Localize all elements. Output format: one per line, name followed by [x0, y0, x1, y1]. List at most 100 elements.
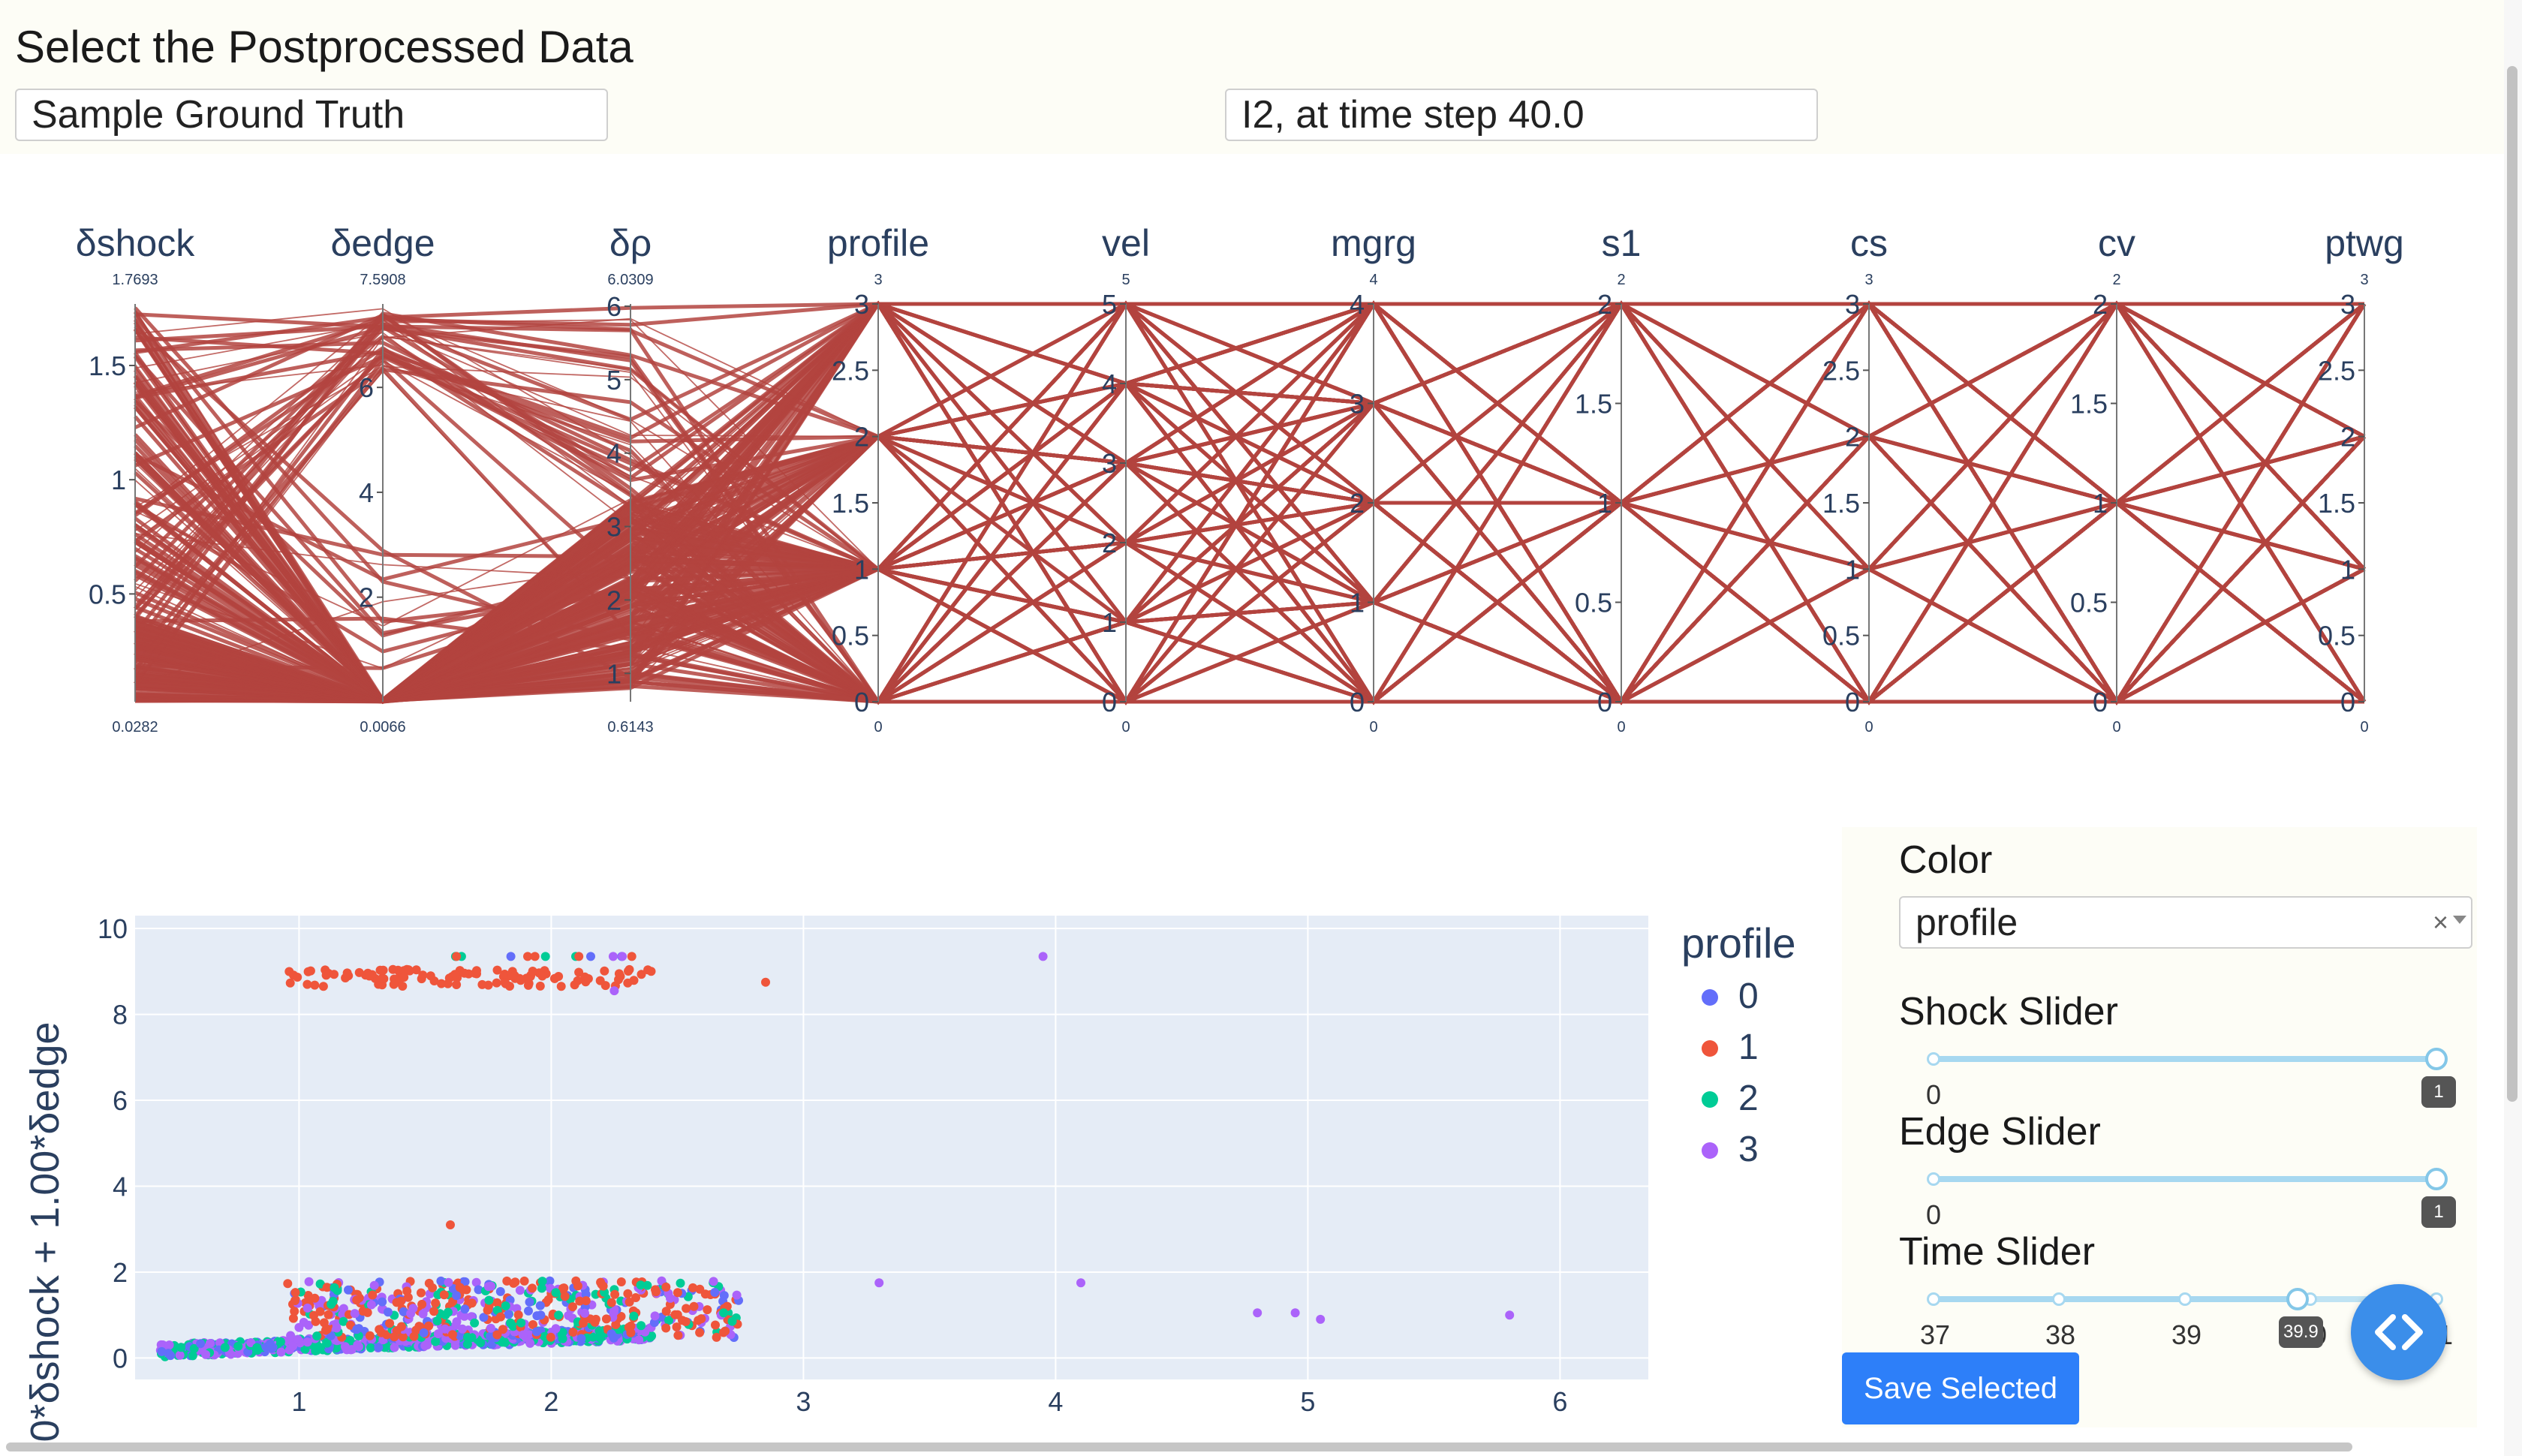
scatter-point	[504, 1310, 513, 1319]
axis-tick-label: 4	[359, 477, 374, 508]
axis-title: ptwg	[2325, 222, 2404, 264]
y-axis-label: 1.00*δshock + 1.00*δedge	[23, 1021, 68, 1441]
scatter-point	[711, 1320, 720, 1330]
scatter-point	[365, 971, 375, 981]
edge-slider-handle[interactable]	[2425, 1168, 2448, 1190]
scatter-point	[433, 1329, 443, 1339]
time-slider-handle[interactable]	[2286, 1288, 2309, 1310]
scatter-point	[450, 970, 460, 979]
scatter-point	[676, 1278, 685, 1288]
timestep-select[interactable]: I2, at time step 40.0	[1225, 89, 1818, 141]
vertical-scrollbar-thumb[interactable]	[2507, 66, 2517, 1102]
scatter-point	[585, 1314, 595, 1324]
edge-slider-min: 0	[1926, 1199, 1942, 1230]
clear-icon[interactable]: ×	[2432, 907, 2448, 937]
axis-tick-label: 1	[2340, 554, 2355, 585]
scatter-point	[594, 1326, 604, 1336]
scatter-point	[710, 1288, 720, 1297]
scatter-point	[322, 1337, 332, 1347]
parcoords-line	[134, 302, 2365, 703]
scatter-point	[530, 952, 540, 961]
axis-8: cv 2 00 0.5 1 1.5 2	[2070, 222, 2135, 736]
horizontal-scrollbar-thumb[interactable]	[6, 1442, 2352, 1451]
scatter-point	[441, 1310, 450, 1320]
scatter-point	[443, 979, 453, 988]
save-selected-button[interactable]: Save Selected	[1842, 1352, 2079, 1424]
scatter-points	[155, 952, 1515, 1361]
scatter-point	[623, 1289, 633, 1298]
scatter-point	[311, 1346, 321, 1355]
code-arrows-icon	[2375, 1314, 2423, 1350]
edge-slider[interactable]	[1927, 1168, 2448, 1190]
scatter-point	[661, 1282, 671, 1292]
axis-title: δρ	[609, 222, 652, 264]
axis-title: cv	[2098, 222, 2135, 264]
scatter-point	[302, 1337, 312, 1347]
shock-slider[interactable]	[1927, 1048, 2448, 1070]
axis-tick-label: 5	[606, 365, 621, 396]
axis-tick-label: 4	[1350, 289, 1365, 320]
axis-tick-label: 1.5	[2070, 389, 2108, 420]
time-slider-label: Time Slider	[1899, 1230, 2096, 1274]
scatter-point	[673, 1310, 682, 1319]
scatter-point	[535, 1301, 545, 1310]
scatter-point	[302, 1303, 312, 1313]
scatter-point	[426, 971, 435, 981]
page-nav-button[interactable]	[2351, 1284, 2447, 1380]
color-select[interactable]: profile ×	[1899, 896, 2472, 949]
scatter-point	[568, 1302, 577, 1312]
axis-max-label: 7.5908	[360, 272, 405, 288]
scatter-point	[528, 967, 537, 976]
time-slider-fill	[1934, 1296, 2298, 1302]
axis-tick-label: 0.5	[2070, 588, 2108, 618]
scatter-point	[550, 973, 560, 983]
scatter-point	[709, 1277, 718, 1286]
scatter-point	[614, 969, 624, 979]
scatter-point	[436, 1276, 446, 1286]
scatter-point	[384, 1307, 393, 1317]
scatter-point	[354, 967, 364, 977]
shock-slider-handle[interactable]	[2425, 1048, 2448, 1070]
axis-7: cs 3 00 0.5 1 1.5 2 2.5 3	[1822, 222, 1888, 736]
legend-marker	[1702, 1091, 1718, 1108]
scatter-point	[310, 1293, 320, 1303]
chevron-down-icon[interactable]	[2453, 916, 2466, 924]
legend-title: profile	[1681, 919, 1796, 967]
scatter-point	[484, 1295, 494, 1305]
axis-min-label: 0.6143	[607, 719, 653, 736]
scatter-point	[321, 970, 331, 980]
scatter-point	[431, 1298, 441, 1308]
scatter-point	[688, 1283, 698, 1292]
scatter-point	[345, 1335, 355, 1345]
time-tick-37: 37	[1919, 1319, 1951, 1350]
scatter-point	[342, 968, 352, 978]
scatter-point	[1038, 952, 1048, 961]
scatter-point	[581, 1289, 591, 1299]
scatter-point	[164, 1340, 174, 1350]
scatter-point	[175, 1350, 185, 1360]
legend-marker	[1702, 1142, 1718, 1159]
scatter-point	[471, 1277, 481, 1287]
parallel-coordinates-plot[interactable]: δshock 1.7693 0.0282 0.5 1 1.5 δedge 7.5908 0.00…	[0, 154, 2504, 754]
scatter-point	[418, 1309, 428, 1319]
time-slider[interactable]	[1927, 1288, 2443, 1310]
scatter-point	[492, 978, 501, 988]
scatter-point	[601, 1314, 611, 1324]
scatter-point	[661, 1307, 671, 1316]
scatter-point	[340, 1342, 350, 1352]
scatter-point	[524, 1306, 533, 1316]
scatter-point	[492, 965, 502, 975]
scatter-point	[439, 1290, 449, 1300]
scatter-point	[331, 1343, 341, 1353]
scatter-point	[501, 1301, 510, 1310]
scatter-point	[432, 1316, 442, 1325]
axis-3: profile 3 00 0.5 1 1.5 2 2.5 3	[827, 222, 929, 736]
scatter-point	[452, 980, 462, 989]
scatter-point	[719, 1308, 729, 1318]
y-tick-label: 6	[113, 1085, 128, 1116]
scatter-point	[643, 1280, 652, 1290]
scatter-point	[369, 1280, 379, 1290]
dataset-select[interactable]: Sample Ground Truth	[15, 89, 608, 141]
scatter-point	[606, 1298, 616, 1307]
